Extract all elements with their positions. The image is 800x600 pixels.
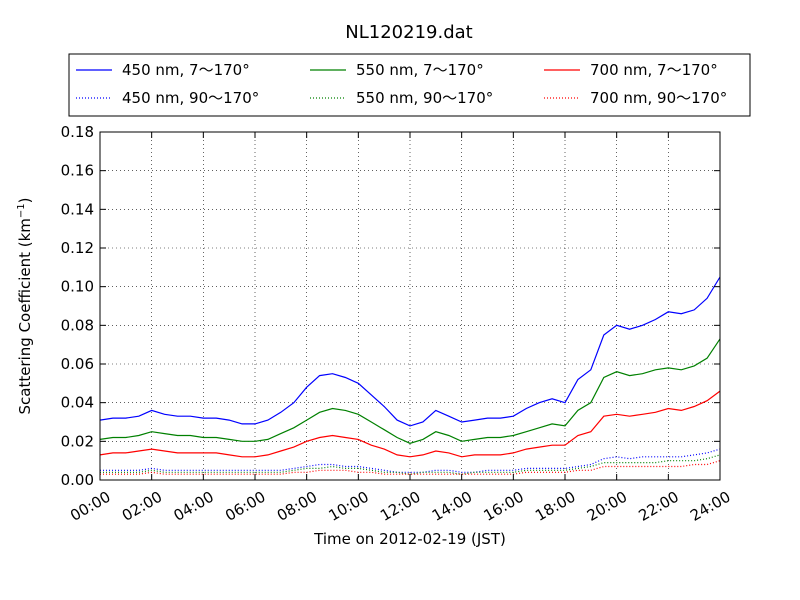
y-axis-label-main: Scattering Coefficient (km <box>16 218 34 414</box>
series-line-1 <box>99 338 721 444</box>
legend-label-4: 550 nm, 90～170° <box>356 89 493 107</box>
series-layer <box>99 276 721 475</box>
y-tick-label: 0.00 <box>61 471 94 489</box>
x-tick-label: 16:00 <box>480 488 526 525</box>
y-axis-label: Scattering Coefficient (km−1) <box>16 197 34 414</box>
x-tick-label: 10:00 <box>325 488 371 525</box>
legend-label-3: 450 nm, 90～170° <box>122 89 259 107</box>
y-tick-label: 0.04 <box>61 394 94 412</box>
y-tick-label: 0.18 <box>61 123 94 141</box>
legend-label-1: 550 nm, 7～170° <box>356 61 484 79</box>
y-tick-label: 0.16 <box>61 162 94 180</box>
legend-label-2: 700 nm, 7～170° <box>590 61 718 79</box>
series-line-0 <box>99 276 721 427</box>
y-tick-label: 0.08 <box>61 316 94 334</box>
x-tick-label: 24:00 <box>687 488 733 525</box>
series-line-2 <box>99 390 721 458</box>
y-tick-label: 0.06 <box>61 355 94 373</box>
x-tick-label: 02:00 <box>119 488 165 525</box>
legend-frame <box>68 53 751 117</box>
x-tick-label: 12:00 <box>377 488 423 525</box>
legend-label-5: 700 nm, 90～170° <box>590 89 727 107</box>
y-axis-label-sup: −1 <box>16 203 27 218</box>
x-tick-label: 18:00 <box>532 488 578 525</box>
series-line-4 <box>100 454 721 475</box>
y-tick-label: 0.14 <box>61 200 94 218</box>
x-tick-label: 22:00 <box>635 488 681 525</box>
y-tick-label: 0.10 <box>61 278 94 296</box>
chart-title: NL120219.dat <box>345 22 472 43</box>
x-tick-label: 08:00 <box>274 488 320 525</box>
y-tick-label: 0.12 <box>61 239 94 257</box>
x-tick-label: 20:00 <box>584 488 630 525</box>
legend-label-0: 450 nm, 7～170° <box>122 61 250 79</box>
plot-area <box>100 132 720 480</box>
x-tick-label: 14:00 <box>429 488 475 525</box>
legend: 450 nm, 7～170° 550 nm, 7～170° 700 nm, 7～17… <box>68 53 751 117</box>
x-tick-label: 06:00 <box>222 488 268 525</box>
x-axis-label: Time on 2012-02-19 (JST) <box>313 530 506 548</box>
y-tick-label: 0.02 <box>61 432 94 450</box>
y-axis-label-close: ) <box>16 197 34 203</box>
x-tick-label: 04:00 <box>170 488 216 525</box>
x-tick-label: 00:00 <box>67 488 113 525</box>
